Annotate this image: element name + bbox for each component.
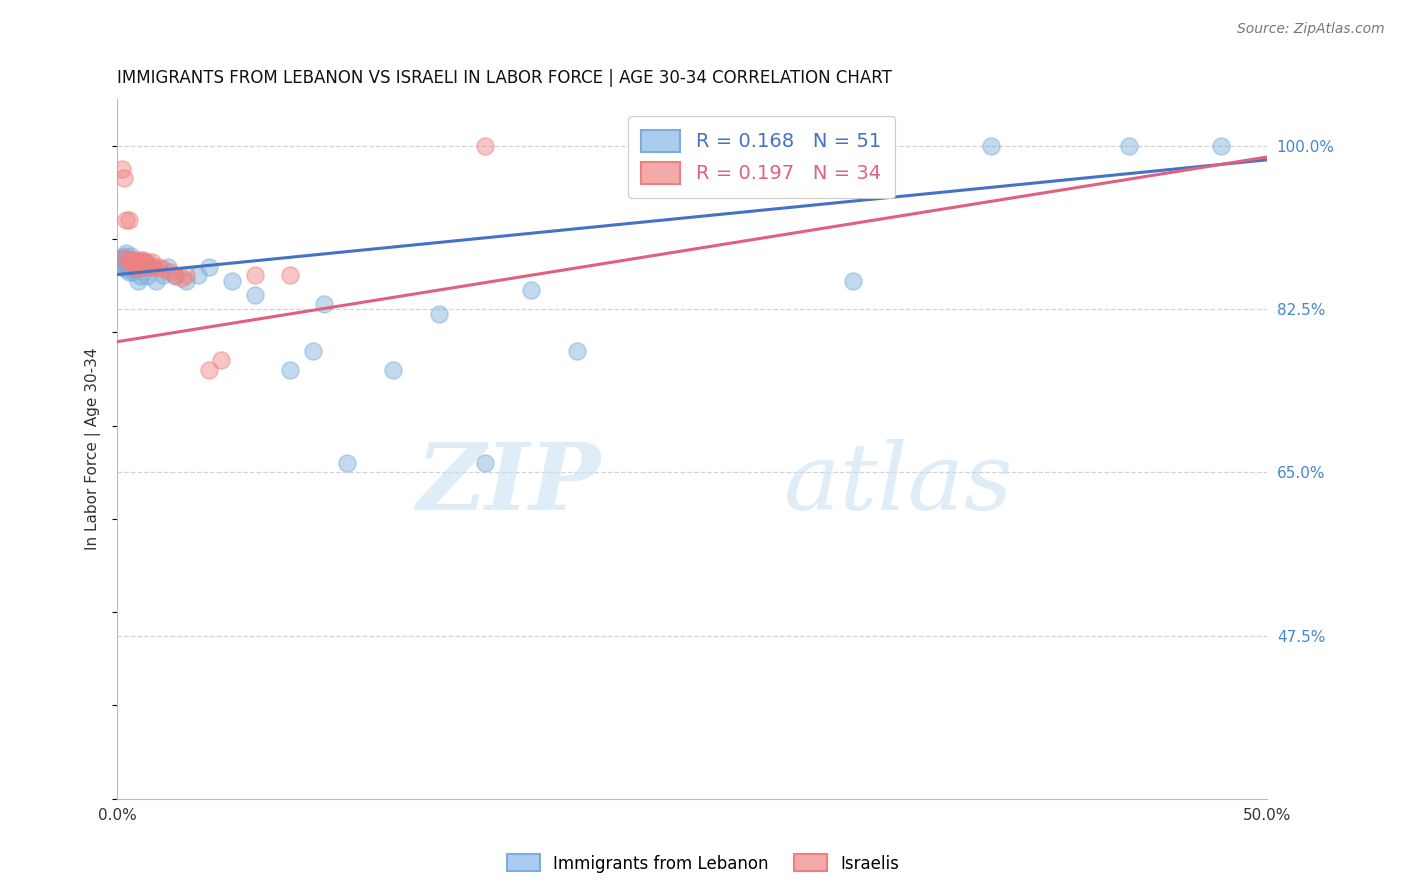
Point: [112, 251, 135, 265]
Point: [115, 255, 138, 269]
Point: [198, 260, 221, 274]
Point: [129, 269, 152, 284]
Point: [120, 252, 142, 267]
Point: [134, 255, 156, 269]
Point: [122, 260, 145, 274]
Point: [245, 288, 267, 302]
Point: [112, 249, 135, 263]
Point: [152, 262, 174, 277]
Point: [115, 246, 138, 260]
Point: [124, 260, 146, 274]
Point: [120, 249, 142, 263]
Point: [112, 252, 135, 267]
Point: [163, 268, 186, 282]
Point: [124, 255, 146, 269]
Point: [141, 255, 163, 269]
Point: [159, 265, 181, 279]
Point: [152, 268, 174, 282]
Point: [122, 255, 145, 269]
Point: [129, 255, 152, 269]
Point: [120, 255, 142, 269]
Point: [134, 260, 156, 274]
Point: [118, 258, 141, 272]
Point: [221, 274, 243, 288]
Point: [120, 260, 142, 274]
Legend: R = 0.168   N = 51, R = 0.197   N = 34: R = 0.168 N = 51, R = 0.197 N = 34: [627, 116, 894, 198]
Point: [163, 269, 186, 284]
Point: [122, 252, 145, 267]
Point: [124, 258, 146, 272]
Point: [131, 252, 153, 267]
Point: [170, 271, 193, 285]
Point: [474, 138, 496, 153]
Point: [314, 297, 336, 311]
Point: [111, 251, 134, 265]
Point: [131, 260, 153, 274]
Text: atlas: atlas: [785, 439, 1014, 529]
Point: [129, 252, 152, 267]
Point: [118, 252, 141, 267]
Point: [118, 213, 141, 227]
Point: [111, 260, 134, 274]
Point: [567, 344, 589, 359]
Point: [427, 307, 450, 321]
Point: [474, 456, 496, 470]
Point: [1209, 138, 1232, 153]
Point: [127, 274, 149, 288]
Point: [115, 262, 138, 277]
Point: [187, 268, 209, 282]
Point: [118, 265, 141, 279]
Point: [156, 260, 179, 274]
Point: [136, 255, 159, 269]
Point: [118, 255, 141, 269]
Point: [145, 274, 167, 288]
Text: IMMIGRANTS FROM LEBANON VS ISRAELI IN LABOR FORCE | AGE 30-34 CORRELATION CHART: IMMIGRANTS FROM LEBANON VS ISRAELI IN LA…: [117, 69, 893, 87]
Point: [174, 268, 197, 282]
Point: [122, 252, 145, 267]
Point: [122, 265, 145, 279]
Point: [115, 213, 138, 227]
Point: [1118, 138, 1140, 153]
Point: [143, 260, 166, 274]
Point: [336, 456, 359, 470]
Point: [112, 260, 135, 274]
Point: [111, 162, 134, 177]
Point: [118, 252, 141, 267]
Point: [141, 260, 163, 274]
Point: [278, 362, 301, 376]
Point: [127, 255, 149, 269]
Point: [136, 269, 159, 284]
Point: [842, 274, 865, 288]
Point: [122, 255, 145, 269]
Point: [245, 268, 267, 282]
Point: [127, 260, 149, 274]
Point: [301, 344, 323, 359]
Point: [198, 362, 221, 376]
Point: [112, 171, 135, 186]
Point: [120, 252, 142, 267]
Text: ZIP: ZIP: [416, 439, 600, 529]
Text: Source: ZipAtlas.com: Source: ZipAtlas.com: [1237, 22, 1385, 37]
Point: [209, 353, 232, 368]
Point: [138, 260, 160, 274]
Point: [108, 255, 131, 269]
Point: [278, 268, 301, 282]
Point: [129, 260, 152, 274]
Point: [520, 284, 543, 298]
Point: [124, 262, 146, 277]
Legend: Immigrants from Lebanon, Israelis: Immigrants from Lebanon, Israelis: [501, 847, 905, 880]
Point: [382, 362, 405, 376]
Y-axis label: In Labor Force | Age 30-34: In Labor Force | Age 30-34: [86, 348, 101, 550]
Point: [127, 255, 149, 269]
Point: [174, 274, 197, 288]
Point: [148, 260, 170, 274]
Point: [980, 138, 1002, 153]
